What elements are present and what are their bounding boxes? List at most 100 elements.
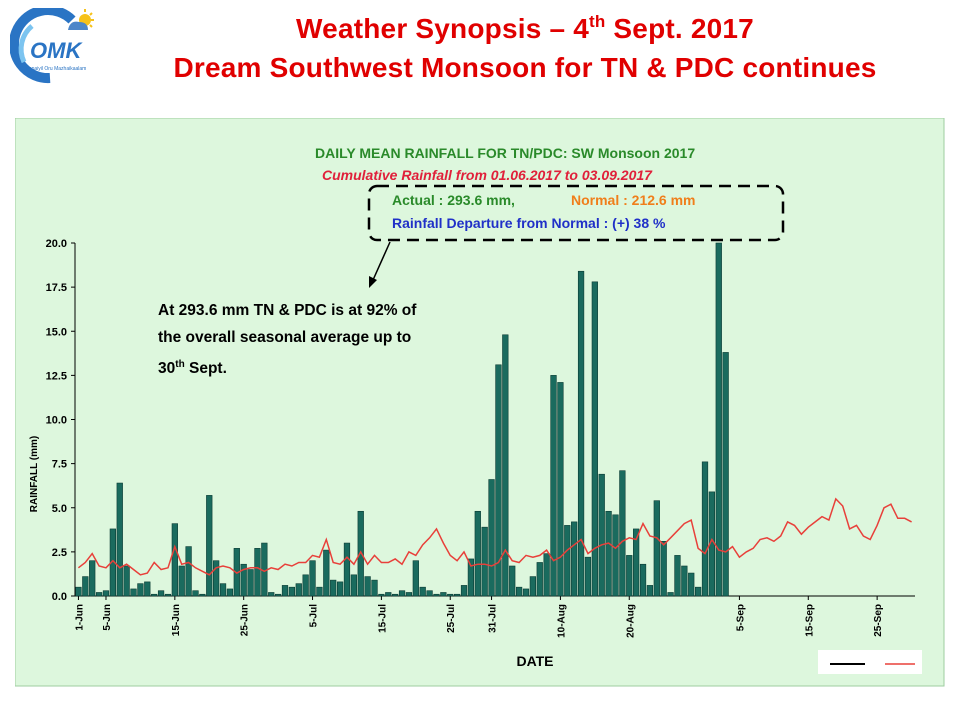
rainfall-bar (433, 593, 440, 597)
rainfall-bar (488, 479, 495, 597)
rainfall-bar (577, 270, 585, 597)
y-tick-label: 17.5 (46, 282, 67, 294)
rainfall-bar (82, 576, 89, 597)
omk-logo: OMK Chennaiyil Oru Mazhaikaalam (9, 5, 96, 90)
normal-rainfall-line (77, 497, 912, 576)
rainfall-bar (274, 593, 282, 597)
rainfall-bar (660, 540, 667, 597)
rainfall-bar (598, 473, 605, 597)
callout-text: At 293.6 mm TN & PDC is at 92% of the ov… (158, 302, 417, 377)
rainfall-bar (584, 556, 592, 597)
x-axis-label: DATE (516, 653, 553, 669)
x-tick-label: 15-Jul (377, 604, 388, 633)
rainfall-bar (95, 592, 103, 597)
rainfall-bar (281, 585, 289, 597)
chart-title: DAILY MEAN RAINFALL FOR TN/PDC: SW Monso… (315, 145, 695, 161)
rainfall-bar (646, 585, 654, 597)
rainfall-bar (288, 586, 296, 597)
rainfall-bar (543, 553, 550, 597)
rainfall-bar (371, 579, 378, 597)
rainfall-bar (674, 555, 681, 597)
rainfall-bar (199, 593, 206, 597)
rainfall-bar (495, 364, 502, 597)
x-tick-label: 25-Jun (240, 604, 251, 636)
rainfall-bar (688, 572, 695, 597)
y-tick-label: 10.0 (46, 415, 67, 427)
y-tick-label: 12.5 (46, 370, 67, 382)
rainfall-bar (612, 514, 619, 597)
rainfall-bar (357, 510, 364, 597)
rainfall-bar (75, 586, 82, 597)
rainfall-bar (522, 588, 530, 597)
rainfall-bar (557, 382, 564, 597)
rainfall-bar (350, 574, 357, 597)
y-tick-label: 2.5 (52, 547, 67, 559)
rainfall-bar (226, 588, 234, 597)
rainfall-bar (591, 281, 598, 597)
rainfall-bar (116, 482, 123, 597)
rainfall-bar (385, 592, 392, 597)
rainfall-bar (240, 563, 247, 597)
rainfall-bar (722, 352, 729, 597)
rainfall-bar (481, 526, 488, 597)
rainfall-bar (633, 528, 640, 597)
rainfall-bar (316, 586, 323, 597)
callout-arrow (372, 241, 391, 281)
rainfall-bar (178, 565, 185, 597)
rainfall-bar (254, 548, 261, 597)
rainfall-bar (219, 583, 227, 597)
rainfall-bar (571, 521, 578, 597)
rainfall-bar (185, 546, 192, 597)
rainfall-bar (137, 583, 144, 597)
x-tick-label: 5-Jun (102, 604, 113, 631)
y-tick-label: 7.5 (52, 459, 67, 471)
x-tick-label: 1-Jun (74, 604, 85, 631)
rainfall-bar (144, 581, 151, 597)
rainfall-bar (454, 593, 461, 597)
rainfall-bar (460, 585, 468, 597)
rainfall-bar (302, 574, 309, 597)
rainfall-bar (412, 560, 419, 597)
y-tick-label: 0.0 (52, 591, 67, 603)
rainfall-bar (330, 579, 337, 597)
rainfall-bar (529, 576, 536, 597)
y-tick-label: 5.0 (52, 503, 67, 515)
rainfall-bar (213, 560, 220, 597)
rainfall-bar (405, 592, 413, 597)
rainfall-bar (515, 586, 523, 597)
y-axis-label: RAINFALL (mm) (29, 436, 40, 512)
rainfall-bar (619, 470, 626, 597)
rainfall-bar (206, 495, 213, 597)
rainfall-bar (639, 563, 647, 597)
rainfall-bar (164, 593, 172, 597)
rainfall-bar (268, 592, 275, 597)
rainfall-bar (467, 558, 475, 597)
actual-label: Actual : 293.6 mm, (392, 192, 515, 208)
rainfall-bar (447, 593, 454, 597)
chart-subtitle: Cumulative Rainfall from 01.06.2017 to 0… (322, 167, 653, 183)
y-tick-label: 15.0 (46, 326, 67, 338)
x-tick-label: 31-Jul (488, 604, 499, 633)
highlight-box (367, 184, 785, 242)
chart-legend (818, 650, 922, 674)
x-tick-label: 15-Sep (804, 604, 815, 637)
x-tick-label: 20-Aug (625, 604, 636, 638)
x-tick-label: 10-Aug (556, 604, 567, 638)
rainfall-bar (509, 565, 516, 597)
x-tick-label: 25-Sep (873, 604, 884, 637)
x-tick-label: 25-Jul (446, 604, 457, 633)
rainfall-bar (295, 583, 302, 597)
rainfall-bar (192, 590, 199, 597)
rainfall-bar (343, 542, 351, 597)
rainfall-bar (653, 500, 660, 597)
rainfall-bar (364, 576, 371, 597)
page-title: Weather Synopsis – 4th Sept. 2017 (296, 12, 754, 44)
rainfall-bar (502, 334, 509, 597)
rainfall-bar (605, 510, 612, 597)
rainfall-bar (667, 592, 674, 597)
rainfall-bar (378, 593, 385, 597)
rainfall-bar (102, 590, 110, 597)
x-tick-label: 15-Jun (171, 604, 182, 636)
rainfall-bar (123, 565, 130, 597)
normal-label: Normal : 212.6 mm (571, 192, 696, 208)
